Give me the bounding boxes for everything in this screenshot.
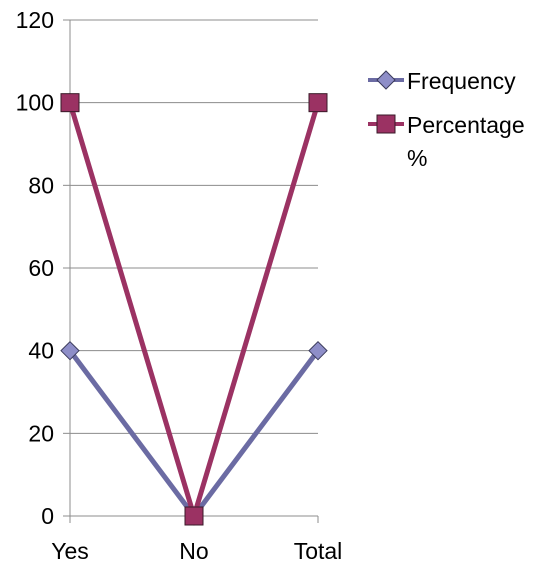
y-tick-label-100: 100	[16, 90, 54, 116]
y-tick-label-60: 60	[28, 255, 54, 281]
percentage-point-yes	[60, 93, 80, 113]
legend-item-frequency: Frequency	[368, 68, 516, 94]
legend-square-icon	[376, 114, 396, 134]
y-tick-label-0: 0	[41, 503, 54, 529]
frequency-point-yes	[60, 340, 80, 361]
series-lines	[67, 101, 321, 519]
y-axis-tick-labels: 0 20 40 60 80 100 120	[16, 7, 54, 529]
series-line-1	[67, 101, 321, 519]
y-tick-label-40: 40	[28, 338, 54, 364]
x-axis-tick-labels: Yes No Total	[51, 538, 342, 564]
legend-diamond-icon	[376, 70, 396, 90]
frequency-point-total	[308, 340, 328, 361]
y-tick-label-20: 20	[28, 420, 54, 446]
y-tick-label-120: 120	[16, 7, 54, 33]
y-tick-label-80: 80	[28, 172, 54, 198]
legend-label-percentage-unit: %	[407, 145, 427, 171]
percentage-point-total	[308, 93, 328, 113]
series-markers	[60, 93, 328, 526]
x-tick-label-yes: Yes	[51, 538, 89, 564]
legend: Frequency Percentage %	[368, 68, 525, 171]
legend-label-frequency: Frequency	[407, 68, 516, 94]
x-tick-label-no: No	[179, 538, 208, 564]
legend-item-percentage: Percentage %	[368, 112, 525, 171]
legend-label-percentage: Percentage	[407, 112, 525, 138]
axes	[63, 19, 319, 523]
percentage-point-no	[184, 506, 204, 526]
gridlines	[70, 19, 318, 434]
x-tick-label-total: Total	[294, 538, 343, 564]
